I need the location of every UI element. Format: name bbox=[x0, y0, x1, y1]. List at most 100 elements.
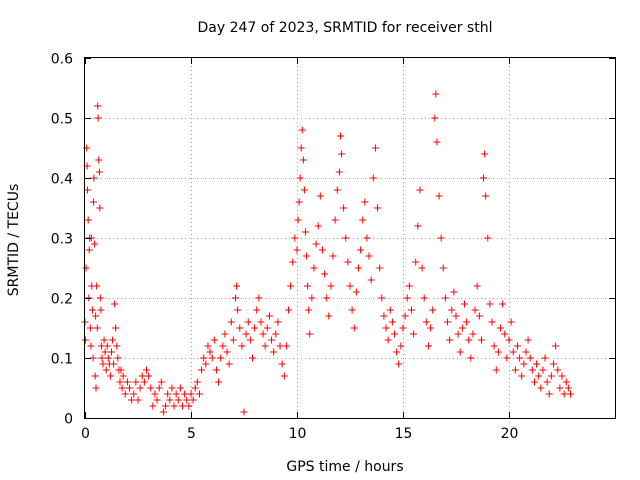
data-point bbox=[323, 294, 331, 302]
x-tick-label: 15 bbox=[395, 426, 413, 442]
data-point bbox=[298, 126, 306, 134]
data-point bbox=[539, 366, 547, 374]
data-point bbox=[376, 264, 384, 272]
data-point bbox=[223, 348, 231, 356]
data-point bbox=[405, 282, 413, 290]
data-point bbox=[95, 156, 103, 164]
data-point bbox=[321, 270, 329, 278]
data-point bbox=[257, 318, 265, 326]
data-point bbox=[346, 282, 354, 290]
data-point bbox=[85, 246, 93, 254]
data-point bbox=[304, 282, 312, 290]
x-tick-label: 10 bbox=[289, 426, 307, 442]
data-point bbox=[185, 402, 193, 410]
data-point bbox=[416, 186, 424, 194]
data-point bbox=[325, 312, 333, 320]
data-point bbox=[278, 360, 286, 368]
data-point bbox=[382, 324, 390, 332]
data-point bbox=[193, 378, 201, 386]
data-point bbox=[202, 360, 210, 368]
data-point bbox=[212, 366, 220, 374]
data-point bbox=[210, 336, 218, 344]
data-point bbox=[153, 396, 161, 404]
y-tick-label: 0.5 bbox=[51, 112, 73, 128]
data-point bbox=[350, 324, 358, 332]
data-point bbox=[109, 336, 117, 344]
data-point bbox=[147, 384, 155, 392]
data-point bbox=[123, 378, 131, 386]
data-point bbox=[511, 366, 519, 374]
data-point bbox=[499, 300, 507, 308]
data-point bbox=[285, 306, 293, 314]
x-tick-label: 20 bbox=[501, 426, 519, 442]
data-point bbox=[481, 150, 489, 158]
data-point bbox=[482, 192, 490, 200]
data-point bbox=[242, 330, 250, 338]
data-point bbox=[225, 360, 233, 368]
data-point bbox=[140, 378, 148, 386]
data-point bbox=[294, 216, 302, 224]
data-point bbox=[217, 354, 225, 362]
data-point bbox=[92, 312, 100, 320]
data-point bbox=[293, 246, 301, 254]
data-point bbox=[104, 354, 112, 362]
data-point bbox=[318, 246, 326, 254]
data-point bbox=[162, 402, 170, 410]
data-point bbox=[410, 330, 418, 338]
data-point bbox=[537, 384, 545, 392]
data-point bbox=[446, 336, 454, 344]
data-point bbox=[312, 240, 320, 248]
grid-lines bbox=[85, 58, 615, 418]
data-point bbox=[195, 390, 203, 398]
data-point bbox=[255, 294, 263, 302]
data-point bbox=[441, 294, 449, 302]
data-point bbox=[403, 294, 411, 302]
data-point bbox=[97, 306, 105, 314]
data-point bbox=[113, 342, 121, 350]
data-point bbox=[566, 390, 574, 398]
data-point bbox=[88, 306, 96, 314]
data-point bbox=[81, 336, 89, 344]
data-point bbox=[331, 216, 339, 224]
data-point bbox=[340, 204, 348, 212]
data-point bbox=[301, 228, 309, 236]
data-point bbox=[204, 342, 212, 350]
data-point bbox=[393, 348, 401, 356]
data-point bbox=[541, 354, 549, 362]
data-point bbox=[558, 372, 566, 380]
data-point bbox=[128, 396, 136, 404]
x-axis-ticks: 0 5 10 15 20 bbox=[81, 58, 518, 442]
data-point bbox=[121, 390, 129, 398]
data-point bbox=[274, 318, 282, 326]
data-point bbox=[518, 372, 526, 380]
data-point bbox=[469, 330, 477, 338]
data-point bbox=[427, 324, 435, 332]
data-point bbox=[475, 312, 483, 320]
data-point bbox=[401, 312, 409, 320]
data-point bbox=[138, 372, 146, 380]
data-point bbox=[432, 90, 440, 98]
data-point bbox=[420, 294, 428, 302]
data-point bbox=[164, 390, 172, 398]
data-point bbox=[227, 318, 235, 326]
data-point bbox=[99, 360, 107, 368]
data-point bbox=[480, 174, 488, 182]
data-point bbox=[145, 372, 153, 380]
data-point bbox=[206, 348, 214, 356]
data-point bbox=[564, 384, 572, 392]
y-tick-label: 0.3 bbox=[51, 232, 73, 248]
data-point bbox=[369, 174, 377, 182]
data-point bbox=[308, 294, 316, 302]
data-point bbox=[149, 402, 157, 410]
data-point bbox=[414, 222, 422, 230]
data-point bbox=[361, 198, 369, 206]
data-point bbox=[477, 336, 485, 344]
data-point bbox=[492, 366, 500, 374]
data-point bbox=[357, 246, 365, 254]
data-point bbox=[380, 312, 388, 320]
data-point bbox=[82, 264, 90, 272]
data-point bbox=[303, 252, 311, 260]
data-point bbox=[282, 342, 290, 350]
data-point bbox=[391, 330, 399, 338]
x-tick-label: 5 bbox=[187, 426, 196, 442]
